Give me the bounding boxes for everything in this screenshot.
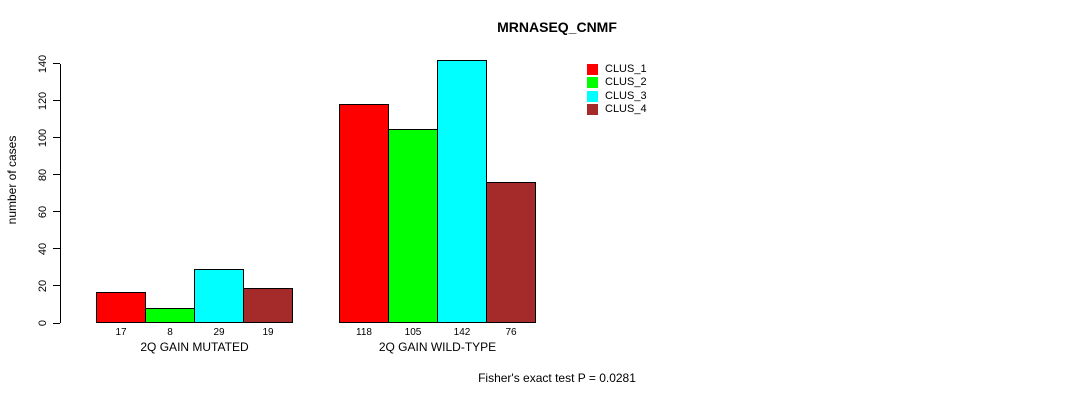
y-tick-label: 20 — [37, 279, 49, 293]
y-tick-label: 0 — [37, 319, 49, 327]
group-label: 2Q GAIN WILD-TYPE — [378, 340, 497, 354]
y-tick-label: 40 — [37, 242, 49, 256]
legend-item: CLUS_2 — [587, 76, 647, 89]
y-tick-label: 120 — [37, 91, 49, 110]
bar-clus_4-group1 — [243, 288, 293, 323]
group-label: 2Q GAIN MUTATED — [140, 340, 249, 354]
y-tick-label: 60 — [37, 205, 49, 218]
legend-label: CLUS_2 — [605, 76, 647, 89]
legend-swatch-clus_1 — [587, 64, 598, 75]
legend: CLUS_1 CLUS_2 CLUS_3 CLUS_4 — [587, 64, 647, 118]
bar-clus_1-group2 — [339, 104, 389, 323]
legend-item: CLUS_3 — [587, 89, 647, 102]
bar-value-label: 105 — [404, 327, 422, 338]
y-tick — [53, 100, 60, 102]
bar-clus_4-group2 — [486, 182, 536, 323]
y-tick-label: 80 — [37, 168, 49, 181]
bar-clus_2-group2 — [388, 129, 438, 323]
bar-value-label: 29 — [213, 327, 225, 338]
y-axis-label: number of cases — [5, 135, 19, 225]
y-tick — [53, 137, 60, 139]
y-tick-label: 140 — [37, 54, 49, 73]
bar-clus_2-group1 — [145, 308, 195, 323]
y-axis-line — [60, 64, 61, 323]
y-tick — [53, 63, 60, 65]
legend-label: CLUS_3 — [605, 89, 647, 102]
bar-clus_3-group1 — [194, 269, 244, 323]
y-tick — [53, 174, 60, 176]
bar-clus_3-group2 — [437, 60, 487, 323]
legend-label: CLUS_4 — [605, 103, 647, 116]
bar-value-label: 76 — [505, 327, 517, 338]
bar-value-label: 142 — [453, 327, 471, 338]
bar-value-label: 17 — [115, 327, 127, 338]
y-tick — [53, 285, 60, 287]
legend-swatch-clus_3 — [587, 90, 598, 102]
y-tick — [53, 322, 60, 324]
fisher-test-annotation: Fisher's exact test P = 0.0281 — [478, 371, 636, 385]
legend-label: CLUS_1 — [605, 63, 647, 75]
bar-value-label: 118 — [356, 327, 372, 338]
legend-item: CLUS_4 — [587, 103, 647, 116]
legend-swatch-clus_4 — [587, 104, 598, 116]
y-tick-label: 100 — [37, 128, 49, 147]
y-tick — [53, 211, 60, 213]
legend-swatch-clus_2 — [587, 77, 598, 89]
bar-clus_1-group1 — [96, 292, 146, 323]
bar-value-label: 8 — [167, 327, 173, 338]
legend-item: CLUS_1 — [587, 64, 647, 75]
bar-value-label: 19 — [262, 327, 274, 338]
y-tick — [53, 248, 60, 250]
chart-title: MRNASEQ_CNMF — [497, 19, 617, 35]
